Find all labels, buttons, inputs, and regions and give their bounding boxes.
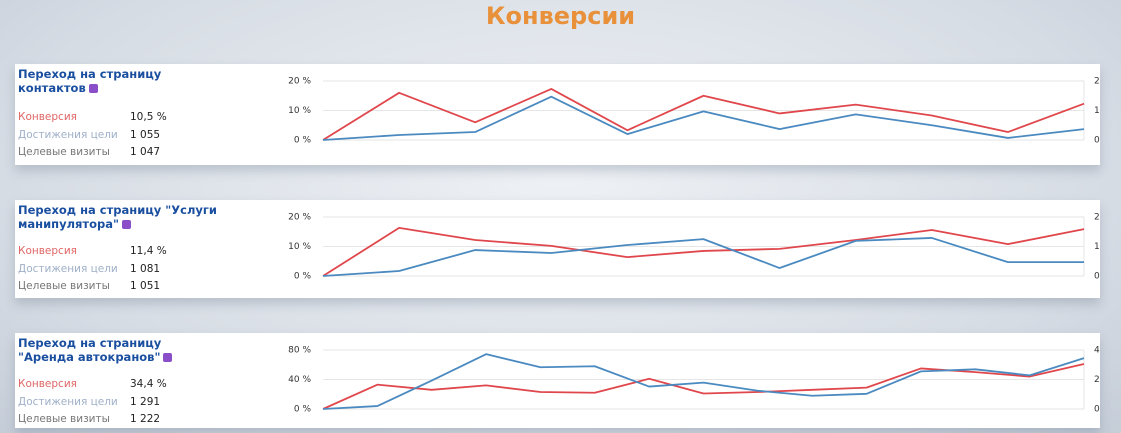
y2-tick-label: 0	[1094, 272, 1100, 282]
stat-label: Конверсия	[18, 378, 77, 390]
series-line	[322, 88, 1085, 141]
stat-label: Достижения цели	[18, 395, 118, 408]
chart-title: Переход на страницу "Аренда автокранов"	[18, 336, 218, 364]
page-title: Конверсии	[485, 2, 636, 30]
y-tick-label: 20 %	[288, 77, 311, 87]
stat-value: 1 222	[130, 413, 161, 425]
y2-tick-label: 400	[1094, 346, 1100, 356]
stat-value: 11,4 %	[130, 245, 167, 257]
stat-label: Целевые визиты	[18, 280, 110, 292]
y2-tick-label: 100	[1094, 106, 1100, 116]
y-tick-label: 10 %	[288, 242, 311, 252]
y-tick-label: 80 %	[288, 346, 311, 356]
series-line	[322, 237, 1084, 277]
y2-tick-label: 200	[1094, 375, 1100, 385]
chart: 0 % 10 % 20 % 0 100 200	[288, 77, 1100, 146]
y-tick-label: 0 %	[294, 405, 312, 415]
goal-badge	[163, 353, 173, 362]
y-tick-label: 0 %	[294, 136, 312, 146]
chart: 0 % 10 % 20 % 0 100 200	[288, 213, 1100, 282]
y-tick-label: 0 %	[294, 272, 312, 282]
chart-title-text: Переход на страницу "Услуги манипулятора…	[18, 203, 217, 231]
chart-title: Переход на страницу контактов	[18, 67, 218, 95]
y2-tick-label: 200	[1094, 213, 1100, 223]
stat-value: 34,4 %	[130, 378, 167, 390]
stat-label: Достижения цели	[18, 128, 118, 141]
stat-label: Конверсия	[18, 245, 77, 257]
y2-tick-label: 200	[1094, 77, 1100, 87]
y-tick-label: 10 %	[288, 106, 311, 116]
stat-label: Достижения цели	[18, 262, 118, 275]
series-line	[322, 95, 1085, 141]
chart-title-text: Переход на страницу контактов	[18, 67, 162, 95]
chart-panel: Переход на страницу "Аренда автокранов" К…	[15, 333, 1100, 428]
stat-value: 1 291	[130, 395, 161, 408]
stat-label: Конверсия	[18, 111, 77, 123]
goal-badge	[121, 220, 131, 229]
y2-tick-label: 0	[1094, 405, 1100, 415]
y2-tick-label: 100	[1094, 242, 1100, 252]
stat-value: 1 055	[130, 128, 161, 141]
stat-value: 1 081	[130, 262, 161, 275]
stat-value: 1 051	[130, 280, 161, 292]
chart-title: Переход на страницу "Услуги манипулятора…	[18, 203, 218, 231]
series-line	[322, 363, 1085, 410]
stat-label: Целевые визиты	[18, 413, 110, 425]
chart: 0 % 40 % 80 % 0 200 400	[288, 346, 1100, 415]
stat-value: 10,5 %	[130, 111, 167, 123]
chart-panel: Переход на страницу контактов Конверсия 10…	[15, 64, 1100, 165]
y-tick-label: 20 %	[288, 213, 311, 223]
series-line	[322, 353, 1085, 410]
chart-panel: Переход на страницу "Услуги манипулятора…	[15, 200, 1100, 298]
series-line	[322, 227, 1085, 277]
chart-title-text: Переход на страницу "Аренда автокранов"	[18, 336, 162, 364]
y2-tick-label: 0	[1094, 136, 1100, 146]
y-tick-label: 40 %	[288, 375, 311, 385]
stat-value: 1 047	[130, 146, 161, 158]
stat-label: Целевые визиты	[18, 146, 110, 158]
goal-badge	[88, 84, 98, 93]
